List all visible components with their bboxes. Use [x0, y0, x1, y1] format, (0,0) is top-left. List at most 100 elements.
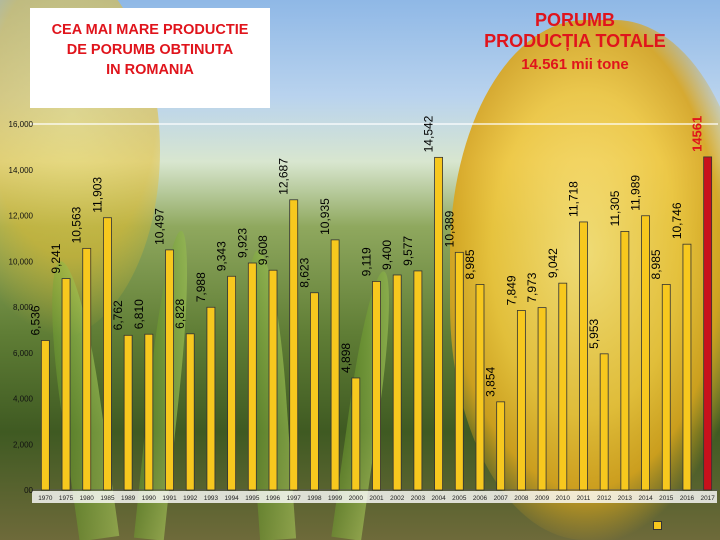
- bar: [579, 221, 588, 491]
- y-tick-label: 4,000: [13, 395, 34, 404]
- x-tick-label: 1996: [266, 495, 281, 502]
- data-label: 9,119: [360, 247, 374, 276]
- x-tick-label: 2014: [638, 495, 653, 502]
- x-tick-label: 2006: [473, 495, 488, 502]
- bar: [496, 401, 506, 491]
- bar: [620, 230, 630, 491]
- data-label: 11,305: [608, 190, 622, 226]
- y-tick-label: 8,000: [13, 303, 34, 312]
- y-tick-label: 16,000: [9, 120, 34, 129]
- data-label: 10,389: [442, 210, 456, 247]
- bar: [372, 281, 381, 491]
- data-label: 5,953: [587, 318, 601, 348]
- x-tick-label: 1998: [307, 495, 322, 502]
- bar: [61, 278, 71, 491]
- x-tick-label: 2004: [431, 495, 446, 502]
- chart-title-left: CEA MAI MARE PRODUCTIE DE PORUMB OBTINUT…: [51, 22, 249, 78]
- data-label: 9,400: [380, 240, 394, 270]
- y-tick-label: 6,000: [13, 349, 34, 358]
- legend-swatch: [653, 521, 662, 530]
- data-label: 9,042: [546, 248, 560, 278]
- x-tick-label: 1993: [204, 495, 219, 502]
- x-tick-label: 2015: [659, 495, 674, 502]
- data-label: 10,563: [70, 206, 84, 243]
- x-tick-label: 1980: [80, 495, 95, 502]
- x-tick-label: 1985: [100, 495, 115, 502]
- x-tick-label: 1975: [59, 495, 74, 502]
- x-tick-label: 2011: [577, 495, 591, 502]
- y-tick-label: 12,000: [9, 212, 34, 221]
- bar: [537, 307, 547, 491]
- data-label: 6,828: [173, 298, 187, 328]
- data-label: 11,718: [566, 181, 580, 217]
- y-tick-label: 14,000: [9, 166, 34, 175]
- x-tick-label: 2008: [514, 495, 529, 502]
- x-tick-label: 1994: [225, 495, 240, 502]
- data-label: 8,623: [297, 257, 311, 287]
- x-tick-label: 1999: [328, 495, 343, 502]
- x-tick-label: 1970: [38, 495, 53, 502]
- bar: [434, 156, 443, 491]
- x-tick-label: 1990: [142, 495, 157, 502]
- data-label: 6,536: [28, 305, 42, 335]
- bar: [310, 292, 319, 491]
- x-tick-label: 2002: [390, 495, 405, 502]
- bar: [330, 239, 340, 491]
- data-label: 9,241: [49, 243, 63, 273]
- data-label: 10,746: [670, 202, 684, 239]
- bar: [454, 251, 464, 491]
- bar: [227, 275, 237, 491]
- bar: [247, 262, 257, 491]
- bar: [682, 243, 692, 491]
- data-label: 4,898: [339, 343, 353, 373]
- bar: [289, 199, 299, 491]
- data-label: 10,497: [153, 208, 167, 245]
- bar: [123, 334, 133, 491]
- data-label: 6,762: [111, 300, 125, 330]
- bar: [641, 215, 650, 491]
- data-label: 8,985: [649, 249, 663, 279]
- bar: [558, 282, 568, 491]
- bar: [392, 274, 402, 491]
- bar: [165, 249, 174, 491]
- x-tick-label: 2005: [452, 495, 467, 502]
- data-label: 14,542: [422, 115, 436, 152]
- data-label: 3,854: [484, 366, 498, 396]
- data-label: 11,903: [90, 177, 104, 213]
- data-label: 9,608: [256, 235, 270, 265]
- data-label: 8,985: [463, 249, 477, 279]
- title-box-left: CEA MAI MARE PRODUCTIE DE PORUMB OBTINUT…: [30, 8, 270, 108]
- bar: [268, 269, 278, 491]
- bar: [103, 217, 112, 491]
- bar: [40, 340, 50, 491]
- bar: [599, 353, 609, 491]
- x-tick-label: 2016: [680, 495, 695, 502]
- x-tick-label: 2010: [556, 495, 571, 502]
- x-tick-label: 1995: [245, 495, 260, 502]
- bar: [82, 247, 92, 491]
- y-tick-label: 2,000: [13, 440, 34, 449]
- chart-title-right-line1: PORUMB: [535, 10, 615, 30]
- x-tick-label: 2012: [597, 495, 612, 502]
- x-tick-label: 2007: [494, 495, 509, 502]
- bar: [413, 270, 423, 491]
- bar: [185, 333, 195, 491]
- y-tick-label: 00: [24, 486, 33, 495]
- x-tick-label: 1989: [121, 495, 136, 502]
- x-tick-label: 2001: [369, 495, 384, 502]
- bar: [475, 284, 485, 491]
- data-label: 9,923: [235, 228, 249, 258]
- data-label: 7,973: [525, 272, 539, 302]
- x-tick-label: 2017: [701, 495, 716, 502]
- data-label: 11,989: [629, 175, 643, 211]
- data-label: 12,687: [277, 158, 291, 195]
- bar: [351, 377, 361, 491]
- chart-title-right: PORUMB PRODUCȚIA TOTALE 14.561 mii tone: [445, 10, 705, 75]
- x-tick-label: 2000: [349, 495, 364, 502]
- bar: [206, 306, 216, 491]
- x-axis-label-strip: [32, 491, 717, 503]
- x-tick-label: 2013: [618, 495, 633, 502]
- chart-title-right-line2: PRODUCȚIA TOTALE: [484, 31, 666, 51]
